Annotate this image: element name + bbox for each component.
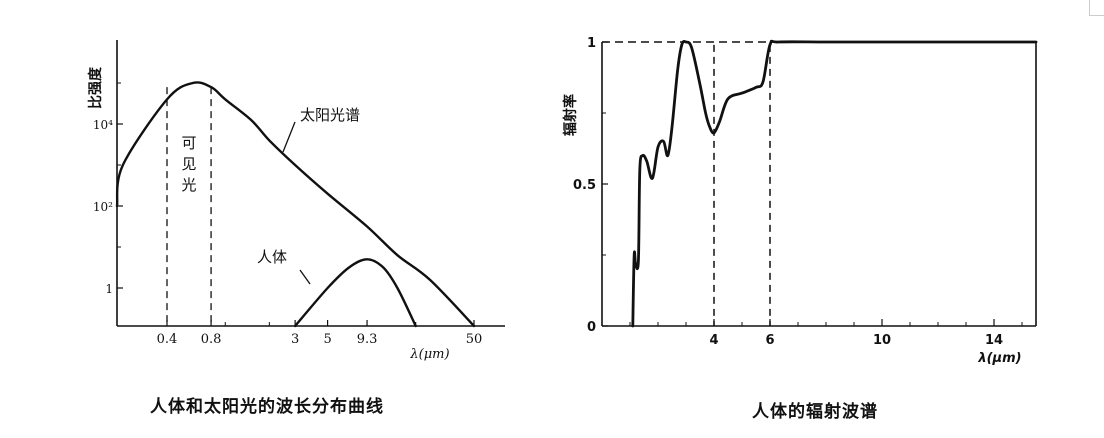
chart1-x-tick-label: 9.3: [357, 332, 378, 347]
chart1-leader-human: [299, 269, 311, 285]
chart2-y-axis-label: 辐射率: [562, 94, 579, 136]
chart1-y-tick-label: 10²: [93, 200, 113, 214]
chart1-series-label-human: 人体: [257, 248, 287, 266]
chart1-x-tick-label: 50: [466, 332, 483, 347]
chart2-x-tick-label: 6: [765, 333, 774, 348]
chart1-leader-solar: [282, 121, 296, 153]
chart1-x-tick-label: 5: [323, 332, 331, 347]
chart1-series-line-1: [115, 81, 476, 328]
chart1-y-tick-label: 10⁴: [93, 118, 113, 132]
corner-mark: [1089, 0, 1104, 16]
chart2-x-axis-label: λ(μm): [977, 351, 1021, 366]
chart1-band-label-char: 光: [182, 176, 197, 194]
chart1-band-label-char: 可: [182, 134, 197, 152]
chart1-series-label-solar: 太阳光谱: [300, 106, 360, 124]
chart1-y-axis-label: 比强度: [87, 66, 104, 109]
chart1-x-tick-label: 0.8: [201, 332, 222, 347]
chart2-caption: 人体的辐射波谱: [752, 402, 878, 422]
chart2-x-tick-label: 10: [873, 333, 891, 348]
chart2-x-tick-label: 14: [985, 333, 1003, 348]
chart1-band-label-char: 见: [182, 155, 197, 173]
chart2-y-tick-label: 1: [587, 36, 596, 51]
chart2-y-tick-label: 0: [587, 320, 596, 335]
chart1-series-line-2: [293, 258, 417, 328]
chart1-y-tick-label: 1: [105, 282, 113, 296]
chart1-x-tick-label: 0.4: [157, 332, 178, 347]
chart1-x-tick-label: 3: [291, 332, 299, 347]
chart2-x-tick-label: 4: [709, 333, 718, 348]
chart2-series-line-1: [631, 39, 1038, 328]
chart1-caption: 人体和太阳光的波长分布曲线: [150, 397, 384, 417]
chart1-x-axis-label: λ(μm): [409, 347, 449, 362]
chart2-y-tick-label: 0.5: [573, 178, 596, 193]
